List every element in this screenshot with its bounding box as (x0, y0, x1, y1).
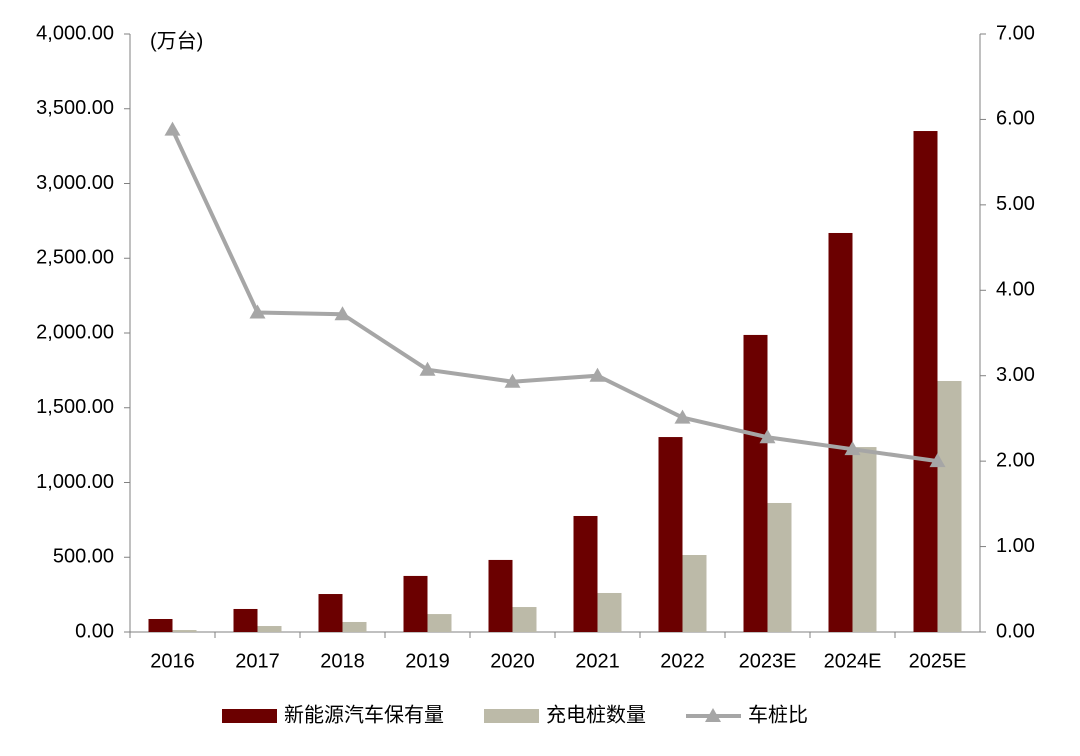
y2-tick-label: 5.00 (996, 193, 1035, 215)
line-marker (589, 367, 606, 382)
line-marker (164, 121, 181, 136)
bar (743, 334, 768, 632)
bar (318, 594, 343, 632)
bar (342, 621, 367, 632)
bar (233, 608, 258, 632)
x-tick-label: 2022 (660, 650, 705, 672)
line-marker (249, 304, 266, 319)
y2-tick-label: 1.00 (996, 535, 1035, 557)
x-tick-label: 2020 (490, 650, 535, 672)
legend-label: 新能源汽车保有量 (284, 703, 444, 726)
line-marker (929, 453, 946, 468)
bar (403, 575, 428, 632)
x-tick-label: 2023E (739, 650, 797, 672)
y2-tick-label: 2.00 (996, 449, 1035, 471)
line (170, 128, 938, 464)
legend-label: 车桩比 (748, 703, 808, 726)
y-tick-label: 1,500.00 (36, 396, 114, 418)
bar (488, 559, 513, 632)
y-tick-label: 3,000.00 (36, 172, 114, 194)
line-marker (674, 409, 691, 424)
y-tick-label: 0.00 (75, 620, 114, 642)
bar (852, 447, 877, 632)
bar (767, 502, 792, 632)
y-tick-label: 2,500.00 (36, 247, 114, 269)
legend-label: 充电桩数量 (546, 703, 646, 726)
x-tick-label: 2024E (824, 650, 882, 672)
y-tick-label: 1,000.00 (36, 471, 114, 493)
y2-tick-label: 6.00 (996, 108, 1035, 130)
y2-tick-label: 0.00 (996, 620, 1035, 642)
bar (573, 515, 598, 632)
x-tick-label: 2017 (235, 650, 280, 672)
line-marker (759, 429, 776, 444)
x-tick-label: 2016 (150, 650, 195, 672)
y-tick-label: 3,500.00 (36, 97, 114, 119)
bar (658, 437, 683, 632)
bar (828, 232, 853, 632)
legend-marker (705, 708, 721, 722)
y2-tick-label: 4.00 (996, 279, 1035, 301)
bar (172, 630, 197, 632)
bar (913, 131, 938, 632)
bar (257, 626, 282, 632)
bar (427, 614, 452, 632)
y2-tick-label: 3.00 (996, 364, 1035, 386)
x-tick-label: 2025E (909, 650, 967, 672)
line-marker (419, 361, 436, 376)
x-tick-label: 2021 (575, 650, 620, 672)
bar (512, 607, 537, 632)
y-tick-label: 2,000.00 (36, 321, 114, 343)
line-marker (334, 306, 351, 321)
x-tick-label: 2018 (320, 650, 365, 672)
bar (148, 618, 173, 632)
bar (682, 555, 707, 632)
line-marker (504, 373, 521, 388)
bar (597, 592, 622, 632)
line-marker (844, 441, 861, 456)
legend-swatch (484, 709, 539, 723)
y2-tick-label: 7.00 (996, 22, 1035, 44)
bar (937, 380, 962, 632)
legend-swatch (222, 709, 277, 723)
x-tick-label: 2019 (405, 650, 450, 672)
unit-label: (万台) (150, 29, 203, 52)
y-tick-label: 4,000.00 (36, 22, 114, 44)
y-tick-label: 500.00 (53, 546, 114, 568)
